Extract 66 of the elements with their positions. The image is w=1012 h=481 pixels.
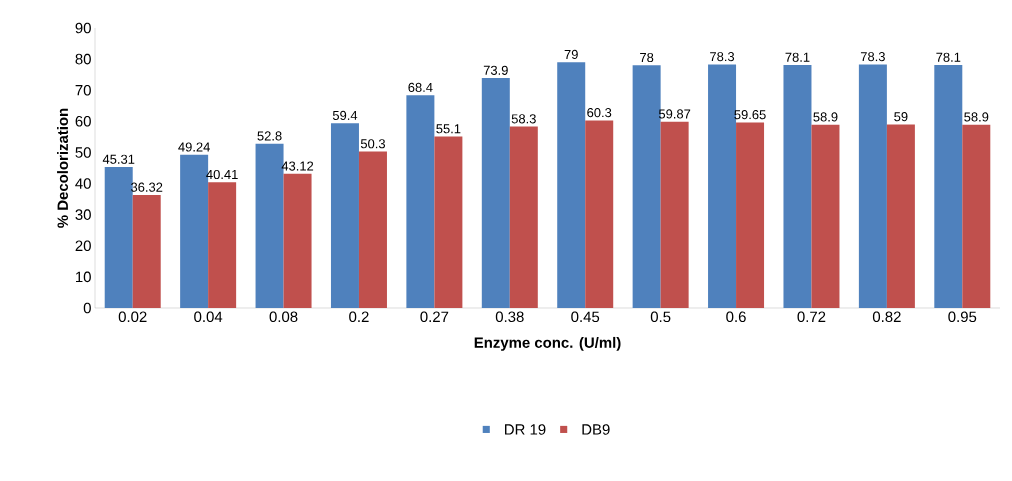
data-label: 52.8 xyxy=(257,131,282,141)
data-label: 78.3 xyxy=(860,52,885,62)
x-tick-label: 0.02 xyxy=(118,311,147,323)
y-tick-label: 90 xyxy=(75,22,91,34)
data-label: 49.24 xyxy=(178,142,210,152)
y-tick-label: 50 xyxy=(75,147,91,158)
data-label: 59 xyxy=(894,112,908,122)
data-label: 58.3 xyxy=(511,114,536,124)
legend-label: DR 19 xyxy=(505,424,546,435)
data-label: 78.3 xyxy=(710,52,735,62)
x-tick-label: 0.27 xyxy=(420,311,449,323)
bar xyxy=(358,151,387,308)
bar xyxy=(434,136,463,308)
bar xyxy=(858,64,887,308)
y-tick-label: 70 xyxy=(75,84,91,96)
bar xyxy=(104,167,133,308)
data-label: 79 xyxy=(564,49,578,60)
bar xyxy=(557,62,586,308)
x-tick-label: 0.38 xyxy=(495,311,524,323)
x-tick-label: 0.2 xyxy=(349,311,369,323)
bar xyxy=(934,65,963,308)
bar xyxy=(208,182,237,308)
y-tick-label: 0 xyxy=(83,302,91,314)
bar xyxy=(283,173,312,308)
y-tick-label: 10 xyxy=(76,271,91,283)
data-label: 58.9 xyxy=(813,112,838,122)
bar xyxy=(962,124,991,308)
y-axis-title: % Decolorization xyxy=(57,108,69,228)
y-tick-label: 20 xyxy=(75,240,91,252)
x-tick-label: 0.82 xyxy=(872,311,901,323)
data-label: 60.3 xyxy=(587,108,612,118)
bar xyxy=(585,120,614,308)
x-tick-label: 0.6 xyxy=(726,311,746,323)
x-axis-title: Enzyme conc. (U/ml) xyxy=(474,336,621,351)
data-label: 59.4 xyxy=(332,110,358,120)
x-tick-label: 0.04 xyxy=(194,311,223,323)
y-tick-label: 40 xyxy=(75,178,91,189)
bar xyxy=(330,123,359,308)
data-label: 45.31 xyxy=(102,154,135,164)
bar xyxy=(783,65,812,308)
x-tick-label: 0.5 xyxy=(650,311,671,323)
bar xyxy=(509,126,538,308)
data-label: 78.1 xyxy=(785,52,810,62)
data-label: 50.3 xyxy=(360,139,386,149)
data-label: 78 xyxy=(640,52,654,63)
bar xyxy=(886,124,915,308)
bar xyxy=(632,65,661,308)
bar xyxy=(811,124,840,308)
data-label: 55.1 xyxy=(436,124,461,134)
x-tick-label: 0.72 xyxy=(797,311,826,323)
x-tick-label: 0.08 xyxy=(269,311,298,323)
bar xyxy=(660,121,689,308)
y-tick-label: 30 xyxy=(75,209,91,220)
y-tick-label: 80 xyxy=(75,53,91,65)
y-tick-label: 60 xyxy=(75,116,91,127)
x-tick-label: 0.45 xyxy=(571,311,600,323)
bar xyxy=(481,78,510,308)
bar xyxy=(406,95,435,308)
bar xyxy=(736,122,765,308)
x-tick-label: 0.95 xyxy=(948,311,977,323)
data-label: 58.9 xyxy=(964,112,989,122)
data-label: 68.4 xyxy=(408,82,433,92)
legend-label: DB9 xyxy=(582,424,610,435)
bar xyxy=(132,194,161,308)
data-label: 73.9 xyxy=(483,65,508,75)
data-label: 78.1 xyxy=(936,52,961,62)
